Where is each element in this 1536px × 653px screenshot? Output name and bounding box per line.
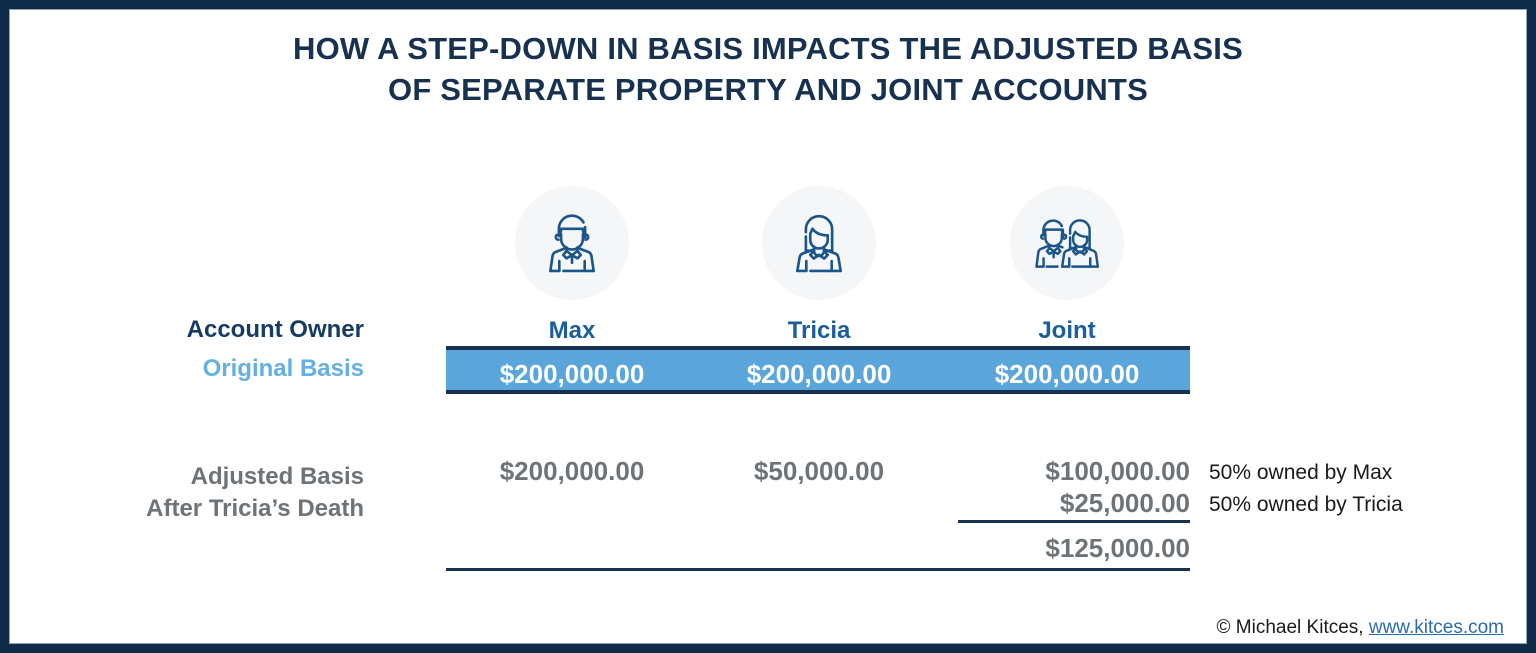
row-label-account-owner: Account Owner bbox=[186, 316, 364, 343]
title-line-2: OF SEPARATE PROPERTY AND JOINT ACCOUNTS bbox=[388, 72, 1148, 107]
original-basis-value-tricia: $200,000.00 bbox=[746, 359, 892, 389]
table-bottom-rule bbox=[446, 568, 1190, 571]
couple-avatar-icon bbox=[1035, 219, 1100, 268]
joint-subtotal-rule bbox=[958, 520, 1190, 523]
adjusted-basis-value-max: $200,000.00 bbox=[499, 456, 645, 486]
joint-breakdown-part-b: $25,000.00 bbox=[1059, 488, 1190, 518]
avatar-circle bbox=[1010, 186, 1124, 300]
ownership-note-max: 50% owned by Max bbox=[1209, 461, 1393, 484]
avatar-circle bbox=[762, 186, 876, 300]
credit-prefix: © Michael Kitces, bbox=[1216, 617, 1369, 638]
avatar-joint bbox=[1010, 186, 1124, 300]
ownership-note-tricia: 50% owned by Tricia bbox=[1209, 493, 1403, 516]
avatar-max bbox=[515, 186, 629, 300]
column-header-max: Max bbox=[548, 317, 596, 344]
avatar-circle bbox=[515, 186, 629, 300]
original-basis-value-max: $200,000.00 bbox=[499, 359, 645, 389]
adjusted-basis-line-2: After Tricia’s Death bbox=[146, 495, 364, 522]
male-avatar-icon bbox=[549, 214, 595, 273]
adjusted-basis-line-1: Adjusted Basis bbox=[190, 463, 364, 490]
row-label-adjusted-basis: Adjusted Basis After Tricia’s Death bbox=[146, 461, 364, 525]
kitces-website-link[interactable]: www.kitces.com bbox=[1368, 617, 1504, 638]
avatar-tricia bbox=[762, 186, 876, 300]
original-basis-value-joint: $200,000.00 bbox=[994, 359, 1140, 389]
joint-breakdown-total: $125,000.00 bbox=[1045, 533, 1190, 563]
joint-breakdown-part-a: $100,000.00 bbox=[1045, 456, 1190, 486]
page-title: HOW A STEP-DOWN IN BASIS IMPACTS THE ADJ… bbox=[9, 28, 1527, 110]
female-avatar-icon bbox=[796, 214, 842, 273]
title-line-1: HOW A STEP-DOWN IN BASIS IMPACTS THE ADJ… bbox=[293, 31, 1243, 66]
row-label-original-basis: Original Basis bbox=[202, 355, 364, 382]
column-header-joint: Joint bbox=[1038, 317, 1096, 344]
credit-line: © Michael Kitces, www.kitces.com bbox=[1217, 617, 1504, 639]
adjusted-basis-value-tricia: $50,000.00 bbox=[753, 456, 885, 486]
original-basis-band: $200,000.00 $200,000.00 $200,000.00 bbox=[446, 346, 1190, 394]
column-header-tricia: Tricia bbox=[787, 317, 851, 344]
